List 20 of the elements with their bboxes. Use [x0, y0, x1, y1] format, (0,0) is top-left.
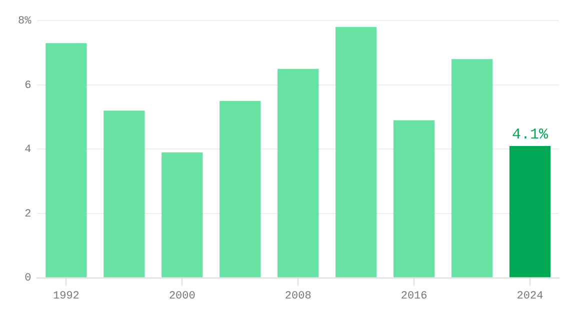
bar	[162, 152, 203, 278]
x-tick-label: 2008	[284, 290, 312, 302]
y-tick-label: 6	[24, 80, 32, 92]
bar	[104, 110, 145, 278]
y-tick-label: 2	[24, 208, 32, 220]
bar	[509, 146, 551, 278]
x-tick-label: 2016	[400, 290, 428, 302]
y-tick-label: 8%	[18, 16, 32, 28]
x-tick-label: 1992	[52, 290, 80, 302]
bar	[46, 43, 87, 278]
bar	[393, 120, 435, 278]
x-tick-label: 2024	[516, 290, 544, 302]
bar	[451, 59, 493, 278]
bar	[335, 27, 377, 278]
y-tick-label: 0	[24, 272, 32, 285]
bar	[278, 68, 319, 278]
data-label: 4.1%	[512, 126, 550, 144]
y-tick-label: 4	[24, 144, 32, 156]
x-tick-label: 2000	[168, 290, 196, 302]
bar	[220, 100, 261, 278]
